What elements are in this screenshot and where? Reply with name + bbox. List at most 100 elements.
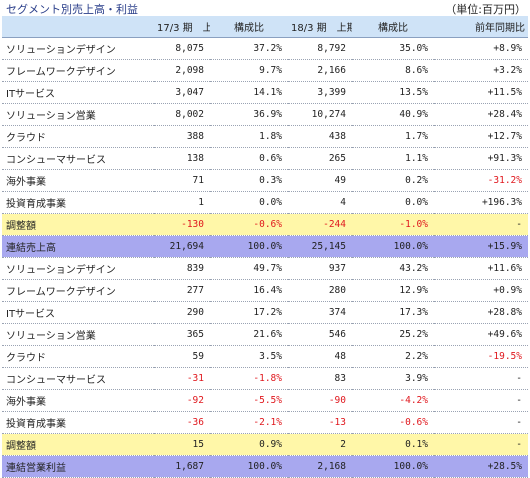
segment-name-cell: ソリューションデザイン — [2, 37, 154, 60]
table-row: フレームワークデザイン 2,098 9.7% 2,166 8.6% +3.2% — [2, 59, 528, 82]
fy18-value-cell: 265 — [288, 147, 352, 170]
segment-name-cell: ソリューション営業 — [2, 103, 154, 126]
table-row: コンシューマサービス 138 0.6% 265 1.1% +91.3% — [2, 147, 528, 170]
fy17-ratio-cell: 100.0% — [210, 235, 288, 258]
fy17-value-cell: 3,047 — [154, 81, 210, 104]
segment-name-cell: コンシューマサービス — [2, 367, 154, 390]
segment-name-cell: コンシューマサービス — [2, 147, 154, 170]
fy17-value-cell: 59 — [154, 345, 210, 368]
fy18-value-cell: 937 — [288, 257, 352, 280]
segment-name-cell: クラウド — [2, 125, 154, 148]
yoy-change-cell: +11.5% — [434, 81, 528, 104]
fy17-value-cell: 388 — [154, 125, 210, 148]
fy18-value-cell: 49 — [288, 169, 352, 192]
fy18-ratio-cell: 40.9% — [352, 103, 434, 126]
fy17-ratio-cell: 0.9% — [210, 433, 288, 456]
yoy-change-cell: - — [434, 411, 528, 434]
fy18-ratio-cell: 0.1% — [352, 433, 434, 456]
yoy-change-cell: +11.6% — [434, 257, 528, 280]
segment-name-cell: クラウド — [2, 345, 154, 368]
segment-name-cell: 海外事業 — [2, 389, 154, 412]
fy17-value-cell: 277 — [154, 279, 210, 302]
fy17-value-cell: 839 — [154, 257, 210, 280]
table-body: ソリューションデザイン 8,075 37.2% 8,792 35.0% +8.9% フレーム… — [2, 37, 528, 478]
table-caption: セグメント別売上高・利益 （単位:百万円） — [0, 0, 530, 16]
fy18-value-cell: 2,168 — [288, 455, 352, 478]
fy18-value-cell: 83 — [288, 367, 352, 390]
segment-name-cell: 投資育成事業 — [2, 191, 154, 214]
fy17-ratio-cell: 9.7% — [210, 59, 288, 82]
yoy-change-cell: - — [434, 433, 528, 456]
fy18-value-cell: 25,145 — [288, 235, 352, 258]
fy17-ratio-cell: 0.3% — [210, 169, 288, 192]
total-row: 連結売上高 21,694 100.0% 25,145 100.0% +15.9% — [2, 235, 528, 258]
fy17-value-cell: 21,694 — [154, 235, 210, 258]
fy17-ratio-cell: 14.1% — [210, 81, 288, 104]
yoy-change-cell: +49.6% — [434, 323, 528, 346]
yoy-change-cell: +91.3% — [434, 147, 528, 170]
header-cell-segment — [2, 16, 154, 38]
fy17-value-cell: -31 — [154, 367, 210, 390]
fy17-ratio-cell: 3.5% — [210, 345, 288, 368]
fy18-ratio-cell: 3.9% — [352, 367, 434, 390]
yoy-change-cell: +28.5% — [434, 455, 528, 478]
fy17-value-cell: -36 — [154, 411, 210, 434]
yoy-change-cell: +28.4% — [434, 103, 528, 126]
adjustment-row: 調整額 15 0.9% 2 0.1% - — [2, 433, 528, 456]
fy18-value-cell: 8,792 — [288, 37, 352, 60]
fy18-ratio-cell: 13.5% — [352, 81, 434, 104]
fy18-ratio-cell: 25.2% — [352, 323, 434, 346]
fy18-value-cell: -244 — [288, 213, 352, 236]
fy18-value-cell: 546 — [288, 323, 352, 346]
table-row: ソリューションデザイン 8,075 37.2% 8,792 35.0% +8.9% — [2, 37, 528, 60]
fy18-value-cell: -13 — [288, 411, 352, 434]
fy17-value-cell: -130 — [154, 213, 210, 236]
table-row: 海外事業 -92 -5.5% -90 -4.2% - — [2, 389, 528, 412]
fy18-ratio-cell: 100.0% — [352, 235, 434, 258]
fy17-ratio-cell: -5.5% — [210, 389, 288, 412]
yoy-change-cell: +0.9% — [434, 279, 528, 302]
header-cell-yoy: 前年同期比 — [434, 16, 528, 38]
fy17-value-cell: 1 — [154, 191, 210, 214]
fy18-value-cell: 2 — [288, 433, 352, 456]
fy17-ratio-cell: -0.6% — [210, 213, 288, 236]
header-cell-fy18-h1: 18/3 期 上期 — [288, 16, 352, 38]
table-row: ソリューション営業 8,002 36.9% 10,274 40.9% +28.4% — [2, 103, 528, 126]
yoy-change-cell: +28.8% — [434, 301, 528, 324]
fy17-value-cell: 8,075 — [154, 37, 210, 60]
segment-name-cell: フレームワークデザイン — [2, 279, 154, 302]
table-row: クラウド 59 3.5% 48 2.2% -19.5% — [2, 345, 528, 368]
table-row: コンシューマサービス -31 -1.8% 83 3.9% - — [2, 367, 528, 390]
fy17-ratio-cell: 36.9% — [210, 103, 288, 126]
fy18-ratio-cell: -4.2% — [352, 389, 434, 412]
fy17-ratio-cell: 0.6% — [210, 147, 288, 170]
fy18-ratio-cell: 12.9% — [352, 279, 434, 302]
fy18-ratio-cell: 100.0% — [352, 455, 434, 478]
fy17-ratio-cell: 17.2% — [210, 301, 288, 324]
segment-name-cell: ソリューション営業 — [2, 323, 154, 346]
segment-name-cell: ITサービス — [2, 301, 154, 324]
table-row: ITサービス 3,047 14.1% 3,399 13.5% +11.5% — [2, 81, 528, 104]
table-row: ソリューションデザイン 839 49.7% 937 43.2% +11.6% — [2, 257, 528, 280]
fy17-value-cell: 290 — [154, 301, 210, 324]
table-row: 投資育成事業 1 0.0% 4 0.0% +196.3% — [2, 191, 528, 214]
fy17-value-cell: 365 — [154, 323, 210, 346]
segment-name-cell: 調整額 — [2, 213, 154, 236]
fy17-ratio-cell: 21.6% — [210, 323, 288, 346]
yoy-change-cell: - — [434, 367, 528, 390]
fy18-ratio-cell: 35.0% — [352, 37, 434, 60]
unit-note: （単位:百万円） — [445, 3, 526, 16]
fy18-value-cell: 280 — [288, 279, 352, 302]
yoy-change-cell: -19.5% — [434, 345, 528, 368]
fy18-value-cell: 2,166 — [288, 59, 352, 82]
yoy-change-cell: +15.9% — [434, 235, 528, 258]
fy18-ratio-cell: -1.0% — [352, 213, 434, 236]
segment-name-cell: ソリューションデザイン — [2, 257, 154, 280]
segment-table: 17/3 期 上期 構成比 18/3 期 上期 構成比 前年同期比 ソリューショ… — [2, 16, 528, 478]
yoy-change-cell: - — [434, 213, 528, 236]
fy18-value-cell: -90 — [288, 389, 352, 412]
header-cell-ratio-18: 構成比 — [352, 16, 434, 38]
table-row: 海外事業 71 0.3% 49 0.2% -31.2% — [2, 169, 528, 192]
fy17-value-cell: 15 — [154, 433, 210, 456]
fy17-ratio-cell: 0.0% — [210, 191, 288, 214]
